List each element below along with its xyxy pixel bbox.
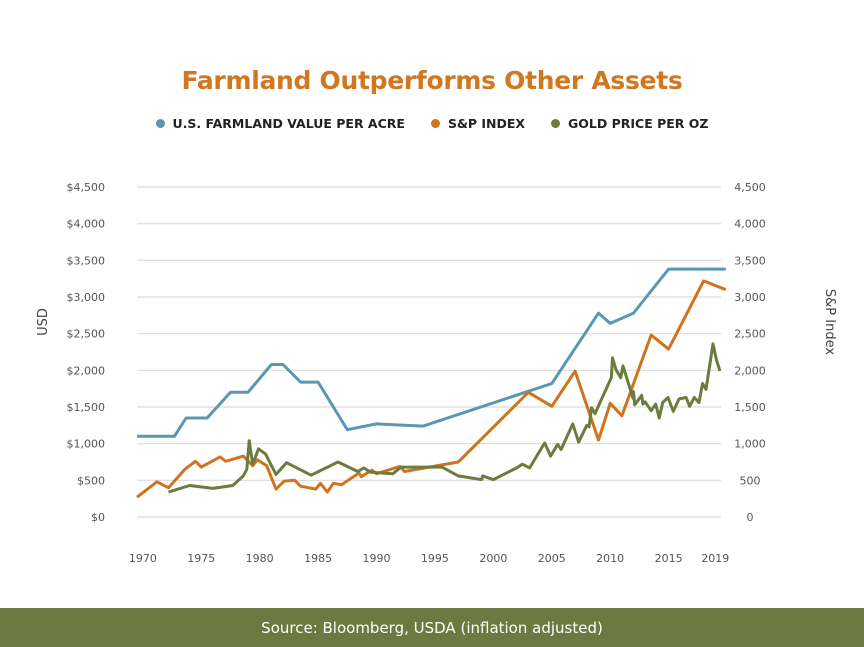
legend-dot-icon [430, 119, 440, 128]
y2-tick-label: 4,000 [734, 218, 766, 231]
sp-index-series-line [136, 279, 727, 499]
legend-item-farmland: U.S. FARMLAND VALUE PER ACRE [155, 116, 405, 131]
y-axis-label: USD [36, 308, 51, 336]
farmland-series-line [137, 267, 726, 438]
y-tick-label: $2,500 [67, 328, 106, 341]
x-tick-label: 2005 [538, 552, 566, 565]
source-footer: Source: Bloomberg, USDA (inflation adjus… [0, 608, 864, 647]
x-tick-label: 1975 [187, 552, 215, 565]
x-tick-label: 2019 [701, 552, 729, 565]
x-tick-label: 1980 [246, 552, 274, 565]
y2-axis-label: S&P Index [822, 289, 837, 355]
y-tick-label: $500 [77, 474, 105, 487]
x-tick-label: 1990 [363, 552, 391, 565]
x-tick-label: 2010 [596, 552, 624, 565]
y-tick-label: $4,500 [67, 181, 106, 194]
y2-tick-label: 2,000 [734, 364, 766, 377]
legend-item-sp: S&P INDEX [430, 116, 526, 131]
y2-tick-label: 3,500 [734, 254, 766, 267]
y-tick-label: $4,000 [67, 218, 106, 231]
y-tick-label: $2,000 [67, 364, 106, 377]
legend: U.S. FARMLAND VALUE PER ACRE S&P INDEX G… [0, 116, 864, 131]
y-tick-label: $3,000 [67, 291, 106, 304]
legend-label: GOLD PRICE PER OZ [568, 116, 709, 131]
x-tick-label: 2015 [655, 552, 683, 565]
x-tick-label: 2000 [479, 552, 507, 565]
y2-tick-label: 1,000 [734, 438, 766, 451]
y2-tick-label: 4,500 [734, 181, 766, 194]
gold-series-line [168, 342, 722, 494]
y-tick-label: $1,500 [67, 401, 106, 414]
legend-label: U.S. FARMLAND VALUE PER ACRE [172, 116, 405, 131]
y2-tick-label: 1,500 [734, 401, 766, 414]
x-tick-label: 1970 [129, 552, 157, 565]
y-tick-label: $3,500 [67, 254, 106, 267]
y2-tick-label: 3,000 [734, 291, 766, 304]
y-tick-label: $0 [91, 511, 105, 524]
line-chart: $0 0 $500 500 $1,000 1,000 $1,500 1,500 $2,000 2,… [36, 181, 837, 565]
x-tick-label: 1995 [421, 552, 449, 565]
legend-dot-icon [155, 119, 165, 128]
chart-title: Farmland Outperforms Other Assets [181, 66, 683, 95]
x-tick-label: 1985 [304, 552, 332, 565]
y2-tick-label: 2,500 [734, 328, 766, 341]
legend-item-gold: GOLD PRICE PER OZ [551, 116, 708, 131]
legend-label: S&P INDEX [447, 116, 526, 131]
y2-tick-label: 500 [740, 474, 761, 487]
y2-tick-label: 0 [747, 511, 754, 524]
y-tick-label: $1,000 [67, 438, 106, 451]
legend-dot-icon [551, 119, 561, 128]
